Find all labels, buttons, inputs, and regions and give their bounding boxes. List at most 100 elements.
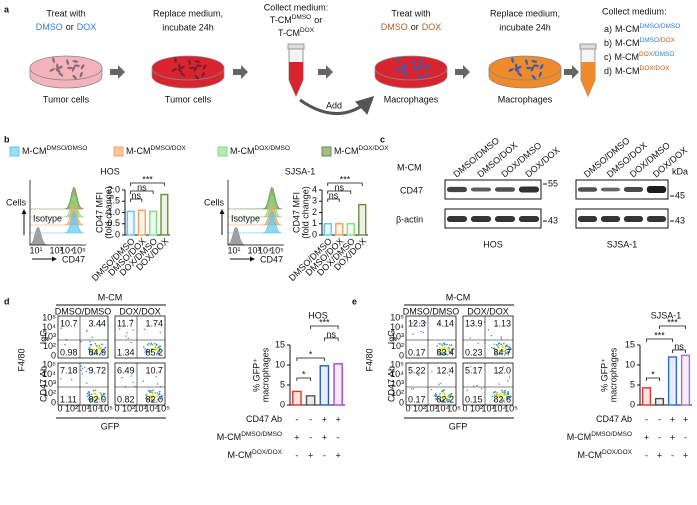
collect-item-part: DMSO — [640, 23, 660, 30]
collect-item-part: M-CM — [615, 24, 640, 34]
flow-dot — [498, 383, 500, 385]
bar — [292, 390, 302, 406]
x-tick-label: 10⁵ — [270, 245, 284, 255]
row-label: CD47 — [400, 185, 423, 195]
flow-dot — [156, 348, 158, 350]
significance-label: ns — [674, 341, 684, 351]
axis-line — [29, 180, 86, 246]
flow-dot — [509, 395, 512, 398]
flow-dot — [102, 394, 105, 396]
y-tick-label: 0 — [280, 399, 285, 409]
flow-dot — [492, 391, 495, 394]
flow-dot — [157, 383, 159, 385]
flow-dot — [153, 399, 155, 401]
bar — [160, 193, 169, 236]
flow-dot — [158, 345, 160, 348]
cell — [508, 68, 514, 72]
y-axis-label: % GFP⁺ — [251, 358, 261, 392]
condition-sign: + — [335, 414, 340, 424]
blot-frame — [444, 179, 542, 200]
flow-dot — [439, 399, 441, 401]
y-tick-label: 10⁵ — [390, 312, 404, 322]
flow-dot — [444, 348, 446, 350]
y-tick-label: 10² — [391, 388, 404, 398]
axis-label: GFP — [449, 421, 468, 431]
cell — [417, 74, 422, 80]
legend-label: M-CMDMSO/DMSO — [22, 145, 87, 156]
step-text: Treat with — [46, 8, 85, 18]
legend-label: M-CMDOX/DMSO — [230, 145, 290, 156]
flow-dot — [504, 349, 507, 351]
y-tick-label: 0 — [399, 397, 404, 407]
treat-options: DMSO or DOX — [381, 22, 442, 32]
flow-dot — [450, 344, 453, 346]
y-tick-label: 10² — [43, 341, 56, 351]
flow-dot — [506, 352, 508, 355]
x-tick-label: 10³ — [133, 403, 146, 413]
x-tick-label: 10³ — [49, 245, 62, 255]
flow-dot — [90, 353, 93, 356]
flow-dot — [448, 396, 450, 398]
flow-dot — [148, 350, 151, 353]
axis-line — [227, 180, 284, 246]
cell — [525, 59, 528, 65]
y-tick-label: 10 — [625, 359, 635, 369]
cell — [52, 57, 55, 64]
cell — [49, 68, 55, 72]
step-text: Replace medium, — [490, 8, 560, 18]
flow-dot — [158, 393, 161, 396]
row-label: CD47 Ab — [38, 366, 48, 402]
cell — [179, 65, 185, 70]
chart-title: HOS — [308, 310, 328, 320]
flow-dot — [504, 391, 506, 393]
flow-dot — [438, 384, 440, 386]
step-caption: Tumor cells — [165, 94, 212, 104]
flow-dot — [98, 353, 101, 356]
legend-label: M-CMDOX/DOX — [334, 145, 389, 156]
collect-item-part: c) — [604, 52, 612, 62]
y-axis-label: macrophages — [608, 347, 618, 402]
cell — [171, 68, 177, 72]
flow-dot — [506, 395, 508, 398]
step-text-part: DOX — [300, 27, 315, 34]
flow-dot — [502, 366, 505, 368]
significance-label: ns — [329, 190, 339, 200]
flow-dot — [506, 351, 509, 353]
x-tick-label: 10³ — [481, 403, 494, 413]
step-text: Collect medium: — [602, 6, 667, 16]
cell — [188, 59, 191, 65]
flow-dot — [448, 399, 450, 401]
flow-dot — [443, 396, 446, 398]
significance-bracket — [130, 198, 143, 202]
flow-dot — [97, 347, 100, 350]
flow-dot — [494, 394, 496, 396]
x-tick-label: 10⁴ — [60, 245, 74, 255]
flow-dot — [509, 347, 512, 350]
y-tick-label: 0 — [51, 350, 56, 360]
flow-dot — [500, 338, 502, 340]
x-tick-label: 10² — [470, 403, 483, 413]
bar — [346, 223, 355, 236]
flow-dot — [70, 378, 73, 381]
flow-dot — [80, 369, 83, 371]
cell — [411, 59, 414, 65]
condition-sign: - — [309, 414, 312, 424]
axis-label: F4/80 — [16, 348, 26, 371]
cell — [201, 71, 205, 78]
significance-label: *** — [319, 317, 330, 327]
step-text: incubate 24h — [162, 22, 214, 32]
cell — [526, 66, 532, 70]
collect-item-part: /DOX — [654, 65, 671, 72]
condition-label: M-CMDMSO/DMSO — [567, 431, 632, 442]
flow-dot — [100, 352, 103, 354]
flow-dot — [152, 396, 154, 399]
flow-dot — [441, 347, 444, 350]
flow-dot — [155, 376, 157, 378]
flow-dot — [438, 343, 441, 345]
x-tick-label: 0 — [57, 403, 62, 413]
column-label: DMSO/DMSO — [55, 306, 112, 316]
condition-sign: - — [658, 432, 661, 442]
x-tick-label: 10⁵ — [99, 403, 113, 413]
flow-dot — [435, 395, 438, 398]
significance-bracket — [659, 325, 686, 329]
